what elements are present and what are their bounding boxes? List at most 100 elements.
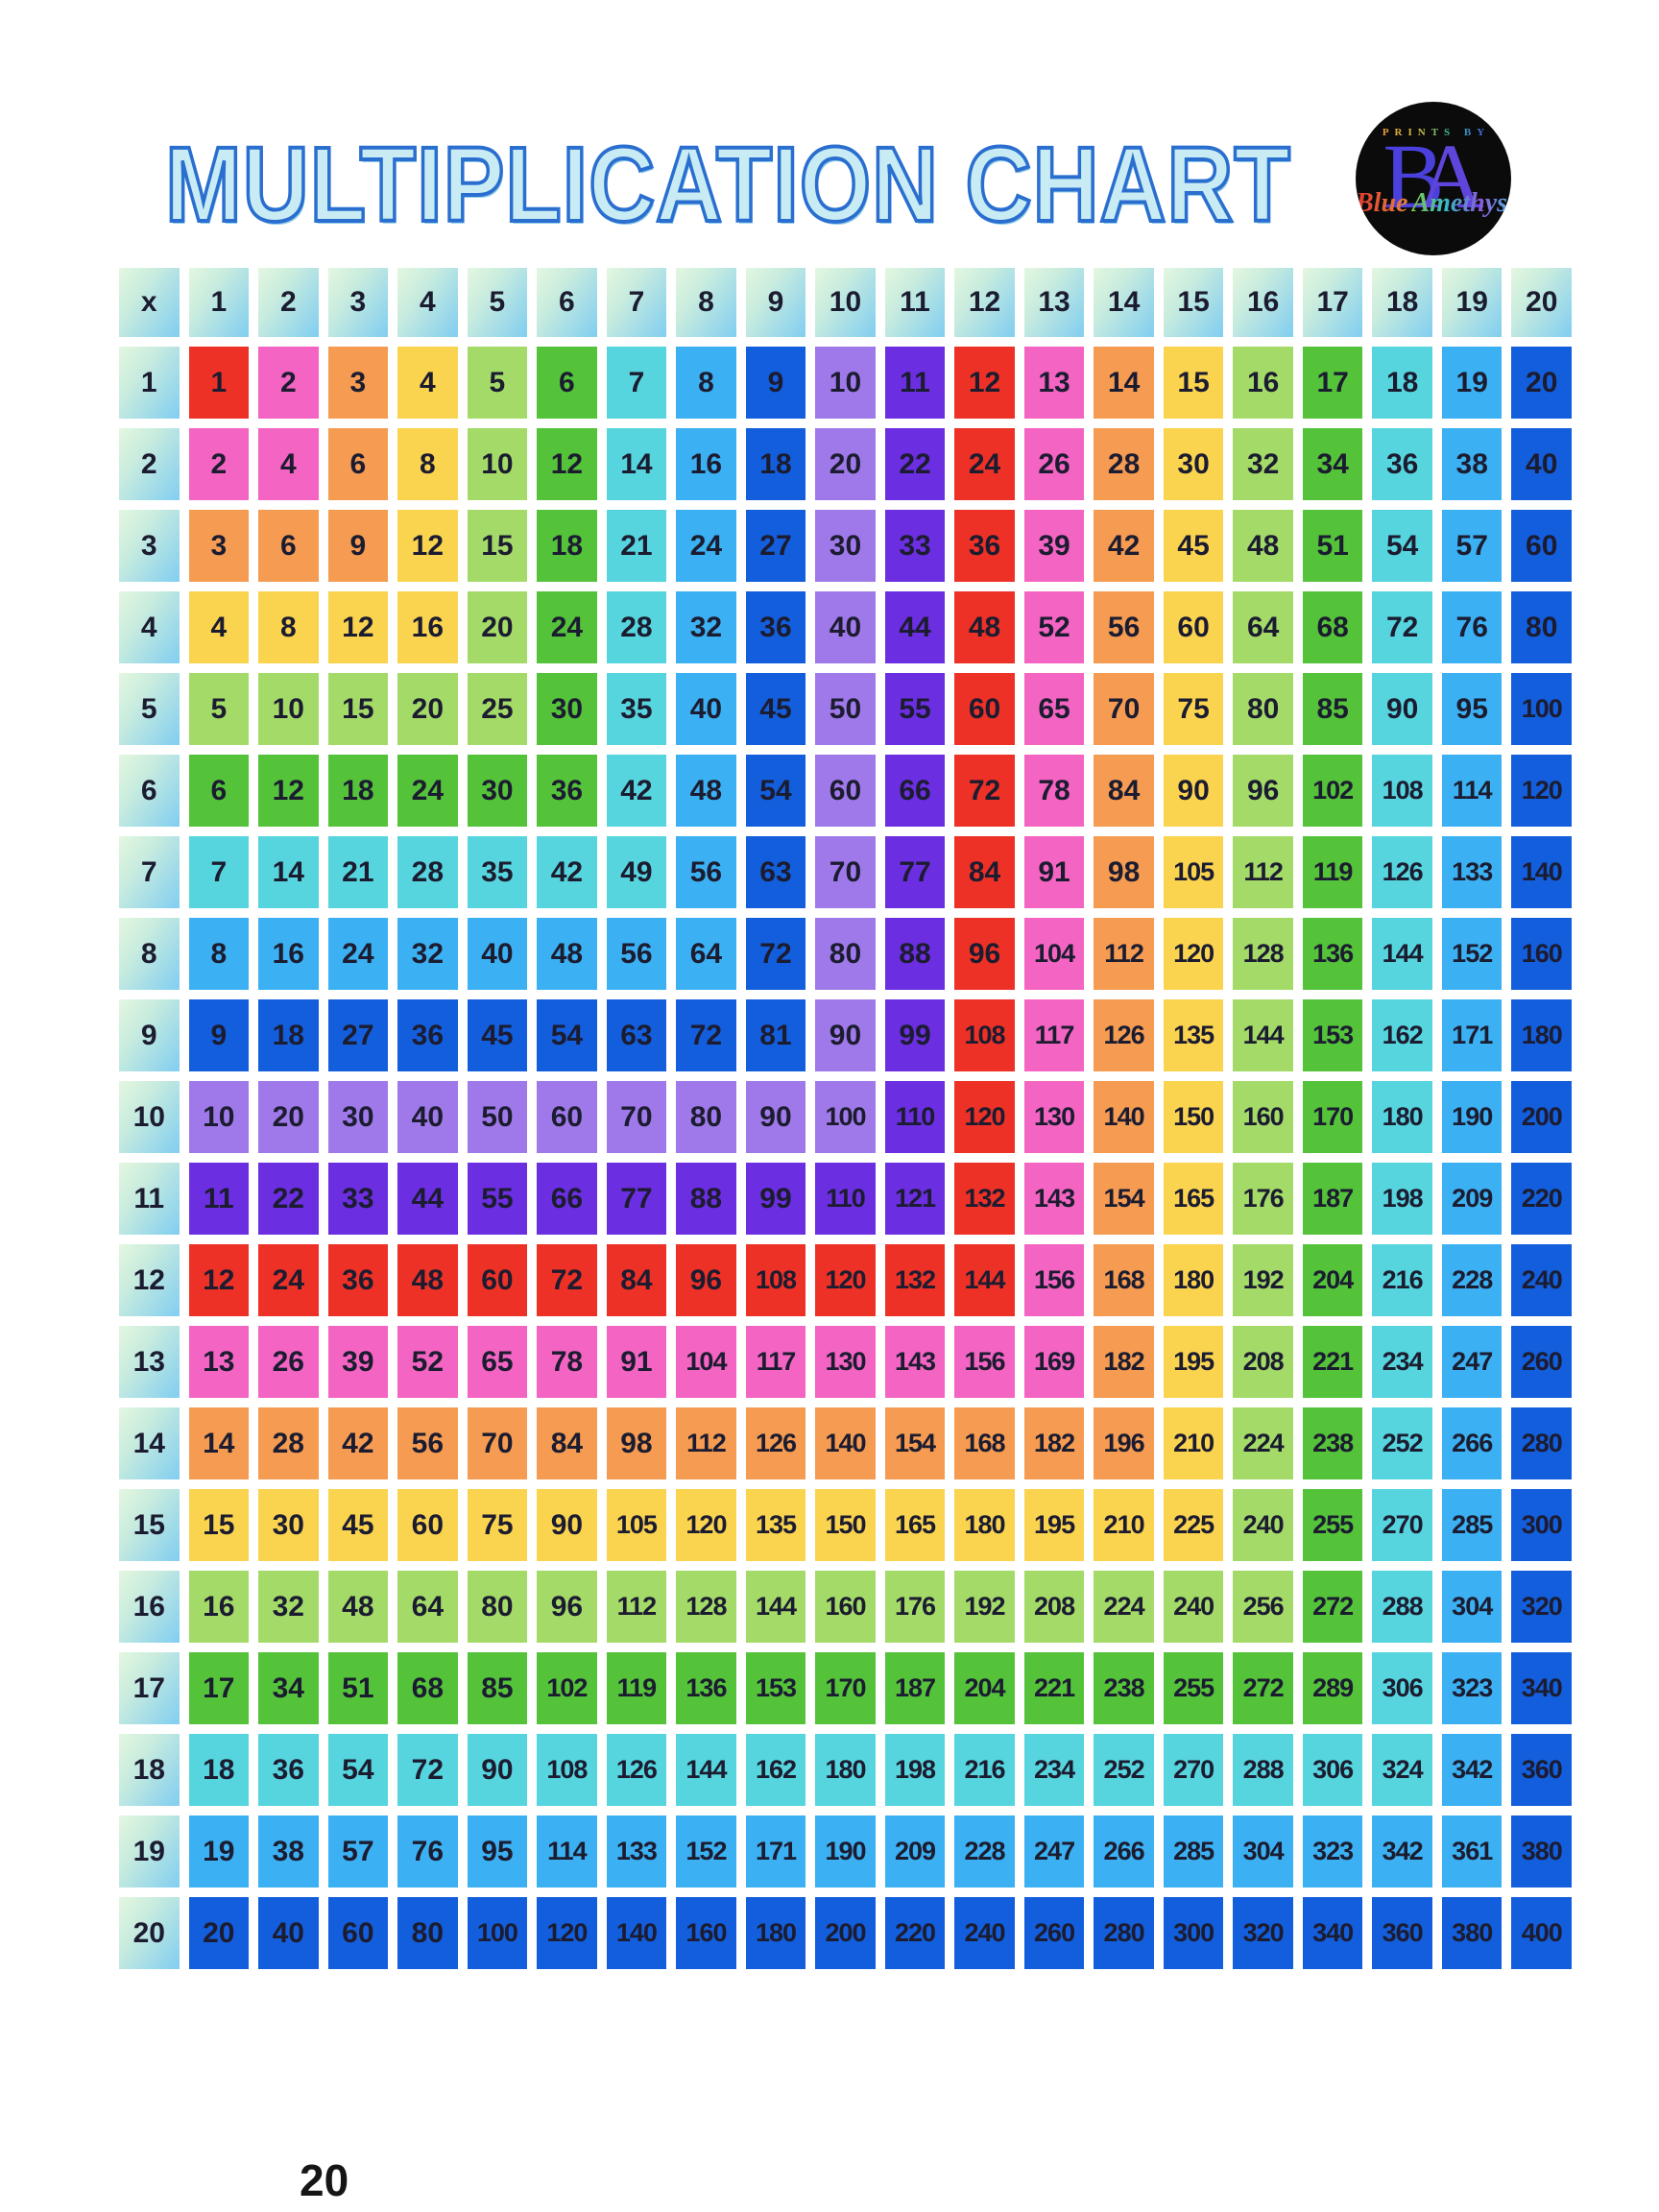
product-cell: 12 (258, 755, 319, 827)
product-cell: 200 (1511, 1081, 1572, 1153)
product-cell: 112 (1094, 918, 1154, 990)
product-cell: 255 (1163, 1652, 1224, 1724)
product-cell: 255 (1302, 1489, 1363, 1561)
product-cell: 221 (1302, 1326, 1363, 1398)
product-cell: 110 (884, 1081, 946, 1153)
product-cell: 36 (397, 999, 458, 1071)
product-cell: 180 (745, 1897, 806, 1969)
product-cell: 140 (1094, 1081, 1154, 1153)
product-cell: 55 (884, 673, 946, 745)
product-cell: 171 (745, 1815, 806, 1887)
product-cell: 135 (1163, 999, 1224, 1071)
product-cell: 80 (397, 1897, 458, 1969)
product-cell: 256 (1233, 1571, 1293, 1643)
product-cell: 72 (537, 1244, 597, 1316)
product-cell: 99 (745, 1163, 806, 1235)
product-cell: 50 (815, 673, 876, 745)
corner-header-cell: x (119, 268, 180, 337)
product-cell: 280 (1094, 1897, 1154, 1969)
product-cell: 153 (1302, 999, 1363, 1071)
logo-initial-a: A (1417, 125, 1484, 228)
product-cell: 196 (1094, 1407, 1154, 1479)
product-cell: 200 (815, 1897, 876, 1969)
product-cell: 77 (884, 836, 946, 908)
product-cell: 4 (258, 428, 319, 500)
product-cell: 136 (676, 1652, 736, 1724)
logo-initial-b: B (1382, 125, 1445, 228)
product-cell: 30 (537, 673, 597, 745)
column-header-cell: 16 (1233, 268, 1293, 337)
product-cell: 40 (815, 591, 876, 663)
product-cell: 108 (745, 1244, 806, 1316)
product-cell: 32 (397, 918, 458, 990)
product-cell: 247 (1441, 1326, 1503, 1398)
product-cell: 105 (1163, 836, 1224, 908)
product-cell: 209 (1441, 1163, 1503, 1235)
product-cell: 144 (1372, 918, 1432, 990)
product-cell: 108 (1372, 755, 1432, 827)
product-cell: 165 (1163, 1163, 1224, 1235)
product-cell: 100 (1511, 673, 1572, 745)
product-cell: 78 (537, 1326, 597, 1398)
logo-script-blue: Blue (1356, 188, 1408, 218)
product-cell: 4 (188, 591, 250, 663)
column-header-cell: 17 (1302, 268, 1363, 337)
product-cell: 120 (954, 1081, 1015, 1153)
product-cell: 98 (606, 1407, 667, 1479)
product-cell: 150 (815, 1489, 876, 1561)
product-cell: 170 (815, 1652, 876, 1724)
product-cell: 289 (1302, 1652, 1363, 1724)
product-cell: 162 (1372, 999, 1432, 1071)
product-cell: 380 (1511, 1815, 1572, 1887)
product-cell: 165 (884, 1489, 946, 1561)
logo-monogram: BA (1356, 131, 1511, 223)
column-header-cell: 2 (258, 268, 319, 337)
row-header-cell: 8 (119, 918, 180, 990)
product-cell: 84 (537, 1407, 597, 1479)
product-cell: 252 (1094, 1734, 1154, 1806)
product-cell: 156 (1023, 1244, 1085, 1316)
column-header-cell: 18 (1372, 268, 1432, 337)
product-cell: 8 (188, 918, 250, 990)
product-cell: 121 (884, 1163, 946, 1235)
product-cell: 68 (1302, 591, 1363, 663)
page-title: MULTIPLICATION CHART (163, 126, 1291, 244)
product-cell: 48 (397, 1244, 458, 1316)
product-cell: 132 (954, 1163, 1015, 1235)
row-header-cell: 16 (119, 1571, 180, 1643)
product-cell: 44 (884, 591, 946, 663)
product-cell: 60 (327, 1897, 389, 1969)
product-cell: 24 (258, 1244, 319, 1316)
product-cell: 144 (676, 1734, 736, 1806)
product-cell: 126 (1094, 999, 1154, 1071)
product-cell: 63 (745, 836, 806, 908)
product-cell: 80 (815, 918, 876, 990)
product-cell: 13 (188, 1326, 250, 1398)
product-cell: 88 (884, 918, 946, 990)
product-cell: 104 (676, 1326, 736, 1398)
product-cell: 5 (467, 347, 528, 419)
column-header-cell: 1 (188, 268, 250, 337)
product-cell: 180 (1163, 1244, 1224, 1316)
product-cell: 91 (1023, 836, 1085, 908)
product-cell: 288 (1372, 1571, 1432, 1643)
product-cell: 285 (1441, 1489, 1503, 1561)
product-cell: 65 (467, 1326, 528, 1398)
product-cell: 60 (1511, 510, 1572, 582)
row-header-cell: 1 (119, 347, 180, 419)
product-cell: 91 (606, 1326, 667, 1398)
product-cell: 72 (745, 918, 806, 990)
product-cell: 44 (397, 1163, 458, 1235)
product-cell: 90 (1163, 755, 1224, 827)
product-cell: 130 (1023, 1081, 1085, 1153)
product-cell: 102 (1302, 755, 1363, 827)
product-cell: 20 (188, 1897, 250, 1969)
product-cell: 81 (745, 999, 806, 1071)
product-cell: 170 (1302, 1081, 1363, 1153)
product-cell: 110 (815, 1163, 876, 1235)
product-cell: 99 (884, 999, 946, 1071)
product-cell: 48 (1233, 510, 1293, 582)
product-cell: 28 (397, 836, 458, 908)
product-cell: 160 (1233, 1081, 1293, 1153)
product-cell: 22 (884, 428, 946, 500)
